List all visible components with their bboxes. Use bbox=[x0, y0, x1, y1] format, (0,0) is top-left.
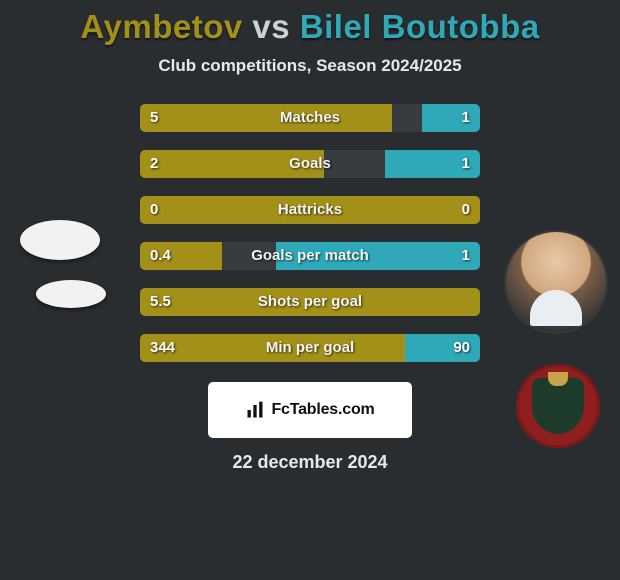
player2-photo bbox=[506, 232, 606, 332]
stat-label: Min per goal bbox=[140, 334, 480, 362]
stats-icon bbox=[245, 400, 265, 420]
comparison-chart: 51Matches 21Goals 00Hattricks 0.41Goals per… bbox=[0, 104, 620, 362]
subtitle: Club competitions, Season 2024/2025 bbox=[0, 56, 620, 76]
source-badge-text: FcTables.com bbox=[271, 401, 374, 419]
stat-row: 51Matches bbox=[140, 104, 480, 132]
stat-label: Matches bbox=[140, 104, 480, 132]
title-vs: vs bbox=[252, 8, 290, 45]
player1-club-placeholder bbox=[36, 280, 106, 308]
comparison-title: Aymbetov vs Bilel Boutobba bbox=[0, 0, 620, 46]
stat-label: Goals bbox=[140, 150, 480, 178]
source-badge: FcTables.com bbox=[210, 384, 410, 436]
title-player2: Bilel Boutobba bbox=[300, 8, 540, 45]
stat-row: 21Goals bbox=[140, 150, 480, 178]
stat-row: 00Hattricks bbox=[140, 196, 480, 224]
stat-rows: 51Matches 21Goals 00Hattricks 0.41Goals per… bbox=[140, 104, 480, 362]
stat-row: 0.41Goals per match bbox=[140, 242, 480, 270]
title-player1: Aymbetov bbox=[80, 8, 242, 45]
player2-club-badge bbox=[516, 364, 600, 448]
stat-row: 34490Min per goal bbox=[140, 334, 480, 362]
stat-label: Goals per match bbox=[140, 242, 480, 270]
stat-label: Hattricks bbox=[140, 196, 480, 224]
date-text: 22 december 2024 bbox=[0, 452, 620, 473]
player1-photo-placeholder bbox=[20, 220, 100, 260]
stat-row: 5.5Shots per goal bbox=[140, 288, 480, 316]
stat-label: Shots per goal bbox=[140, 288, 480, 316]
